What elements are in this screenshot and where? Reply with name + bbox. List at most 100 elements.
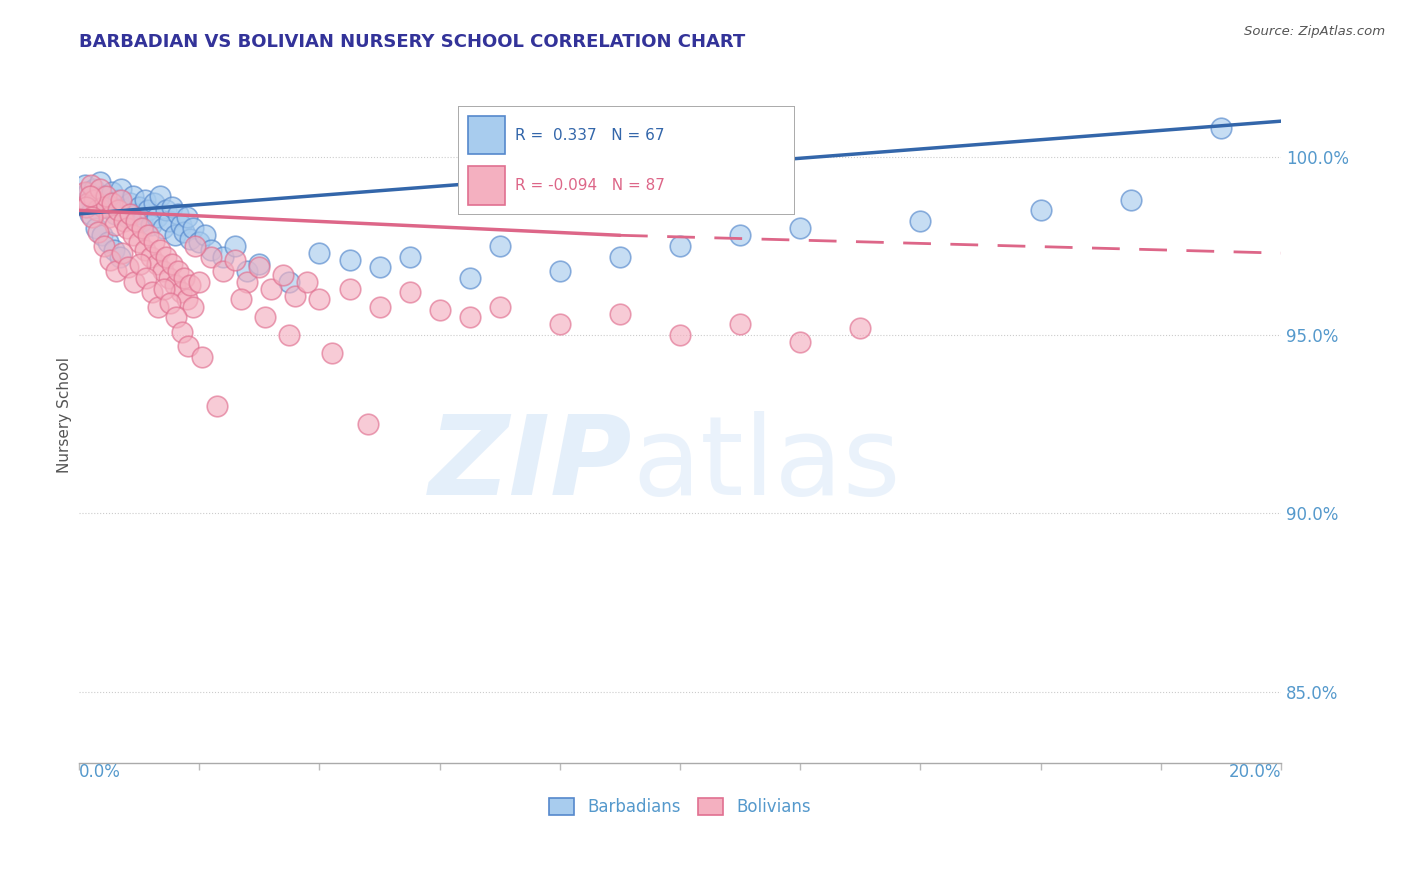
Point	[135, 271, 157, 285]
Point	[278, 275, 301, 289]
Point	[104, 207, 127, 221]
Point	[120, 196, 142, 211]
Point	[149, 189, 172, 203]
Point	[87, 225, 110, 239]
Point	[128, 200, 150, 214]
Point	[170, 218, 193, 232]
Point	[141, 285, 163, 300]
Point	[339, 282, 361, 296]
Point	[157, 214, 180, 228]
Point	[80, 193, 103, 207]
Point	[398, 250, 420, 264]
Y-axis label: Nursery School: Nursery School	[58, 358, 72, 474]
Point	[177, 339, 200, 353]
Point	[146, 211, 169, 225]
Point	[115, 211, 138, 225]
Point	[273, 268, 295, 282]
Point	[1119, 193, 1142, 207]
Point	[115, 221, 138, 235]
Point	[165, 228, 187, 243]
Point	[112, 214, 135, 228]
Point	[75, 200, 97, 214]
Point	[129, 257, 152, 271]
Point	[789, 335, 811, 350]
Point	[89, 182, 111, 196]
Point	[609, 307, 631, 321]
Point	[83, 193, 105, 207]
Point	[247, 257, 270, 271]
Point	[609, 250, 631, 264]
Text: BARBADIAN VS BOLIVIAN NURSERY SCHOOL CORRELATION CHART: BARBADIAN VS BOLIVIAN NURSERY SCHOOL COR…	[79, 33, 745, 51]
Point	[108, 250, 131, 264]
Point	[104, 218, 127, 232]
Point	[91, 228, 114, 243]
Point	[548, 318, 571, 332]
Point	[159, 296, 181, 310]
Point	[107, 193, 129, 207]
Point	[260, 282, 283, 296]
Point	[910, 214, 932, 228]
Point	[152, 221, 174, 235]
Point	[131, 221, 153, 235]
Point	[254, 310, 277, 325]
Point	[167, 207, 190, 221]
Point	[117, 260, 139, 275]
Text: 0.0%: 0.0%	[79, 764, 121, 781]
Point	[339, 253, 361, 268]
Point	[122, 228, 145, 243]
Text: ZIP: ZIP	[429, 410, 631, 517]
Point	[162, 200, 184, 214]
Point	[181, 221, 204, 235]
Point	[91, 189, 114, 203]
Point	[200, 243, 222, 257]
Point	[79, 207, 101, 221]
Point	[308, 246, 330, 260]
Point	[86, 203, 108, 218]
Point	[1029, 203, 1052, 218]
Point	[166, 310, 188, 325]
Point	[207, 400, 229, 414]
Point	[148, 300, 170, 314]
Point	[165, 278, 187, 293]
Point	[224, 253, 246, 268]
Point	[194, 228, 217, 243]
Point	[89, 175, 111, 189]
Point	[124, 275, 146, 289]
Point	[191, 350, 214, 364]
Point	[101, 196, 124, 211]
Point	[77, 196, 100, 211]
Point	[155, 203, 177, 218]
Point	[179, 278, 201, 293]
Point	[112, 203, 135, 218]
Point	[134, 243, 156, 257]
Point	[167, 264, 190, 278]
Point	[181, 300, 204, 314]
Point	[278, 328, 301, 343]
Point	[669, 239, 692, 253]
Point	[141, 250, 163, 264]
Point	[152, 264, 174, 278]
Point	[86, 203, 108, 218]
Point	[101, 186, 124, 200]
Point	[128, 235, 150, 250]
Point	[321, 346, 343, 360]
Point	[75, 178, 97, 193]
Point	[98, 196, 121, 211]
Point	[458, 271, 481, 285]
Point	[91, 200, 114, 214]
Point	[356, 417, 378, 432]
Point	[398, 285, 420, 300]
Point	[97, 235, 120, 250]
Point	[136, 228, 159, 243]
Point	[669, 328, 692, 343]
Point	[173, 271, 195, 285]
Point	[122, 189, 145, 203]
Point	[103, 243, 125, 257]
Point	[548, 264, 571, 278]
Point	[488, 239, 510, 253]
Point	[284, 289, 307, 303]
Point	[183, 239, 205, 253]
Point	[212, 250, 235, 264]
Legend: Barbadians, Bolivians: Barbadians, Bolivians	[541, 789, 820, 824]
Point	[120, 207, 142, 221]
